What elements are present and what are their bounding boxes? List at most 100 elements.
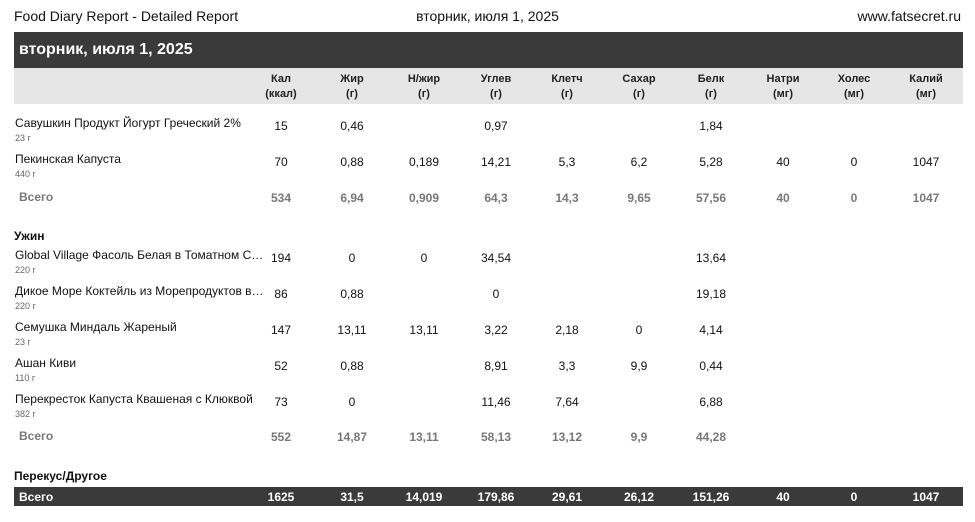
- food-amount: 220 г: [15, 301, 36, 311]
- date-band: вторник, июля 1, 2025: [14, 32, 963, 68]
- food-amount: 23 г: [15, 337, 31, 347]
- food-name[interactable]: Global Village Фасоль Белая в Томатном С…: [15, 248, 265, 262]
- nutrient-value: 44,28: [695, 430, 727, 444]
- food-name[interactable]: Дикое Море Коктейль из Морепродуктов в М…: [15, 284, 265, 298]
- column-name: Углев: [480, 73, 512, 85]
- nutrient-value: 9,65: [627, 191, 651, 205]
- nutrient-value: 147: [270, 323, 292, 337]
- food-name[interactable]: Ашан Киви: [15, 356, 77, 370]
- column-unit: (г): [705, 88, 717, 100]
- nutrient-value: 13,12: [551, 430, 583, 444]
- nutrient-value: 9,9: [630, 359, 648, 373]
- nutrient-value: 1,84: [699, 119, 723, 133]
- nutrient-value: 8,91: [484, 359, 508, 373]
- nutrient-value: 13,11: [337, 323, 367, 337]
- column-header-row: Кал (ккал) Жир (г) Н/жир (г) Углев (г) Клетч (г) С…: [14, 68, 963, 104]
- nutrient-value: 534: [270, 191, 292, 205]
- nutrient-value: 13,11: [409, 430, 439, 444]
- column-name: Белк: [697, 73, 725, 85]
- food-name[interactable]: Пекинская Капуста: [15, 152, 121, 166]
- grand-total-value: 179,86: [477, 490, 515, 504]
- column-unit: (г): [633, 88, 645, 100]
- nutrient-value: 0,88: [340, 155, 364, 169]
- food-item-row[interactable]: Global Village Фасоль Белая в Томатном С…: [14, 242, 963, 278]
- nutrient-value: 6,94: [340, 191, 364, 205]
- column-unit: (мг): [915, 88, 937, 100]
- nutrient-value: 58,13: [480, 430, 512, 444]
- nutrient-value: 73: [274, 395, 288, 409]
- column-name: Жир: [340, 73, 364, 85]
- column-name: Клетч: [551, 73, 583, 85]
- total-label: Всего: [19, 190, 54, 204]
- column-header: Белк (г): [676, 72, 746, 102]
- food-item-row[interactable]: Ашан Киви 110 г 52 0,88 8,91 3,3 9,9 0,44: [14, 350, 963, 386]
- nutrient-value: 13,64: [695, 251, 727, 265]
- column-unit: (мг): [843, 88, 865, 100]
- section-title-snack: Перекус/Другое: [14, 469, 107, 483]
- report-title: Food Diary Report - Detailed Report: [14, 8, 239, 24]
- nutrient-value: 14,87: [336, 430, 368, 444]
- nutrient-value: 0,44: [699, 359, 723, 373]
- column-header: Натри (мг): [748, 72, 818, 102]
- grand-total-value: 1047: [912, 490, 940, 504]
- column-header: Жир (г): [317, 72, 387, 102]
- nutrient-value: 5,3: [558, 155, 576, 169]
- nutrient-value: 52: [274, 359, 288, 373]
- nutrient-value: 0,88: [340, 359, 364, 373]
- column-header: Сахар (г): [604, 72, 674, 102]
- nutrient-value: 15: [274, 119, 288, 133]
- food-item-row[interactable]: Семушка Миндаль Жареный 23 г 147 13,11 13,11…: [14, 314, 963, 350]
- nutrient-value: 2,18: [555, 323, 579, 337]
- column-name: Холес: [837, 73, 871, 85]
- food-item-row[interactable]: Пекинская Капуста 440 г 70 0,88 0,189 14,21 5,…: [14, 146, 963, 182]
- column-name: Кал: [271, 73, 291, 85]
- nutrient-value: 3,3: [558, 359, 576, 373]
- food-name[interactable]: Савушкин Продукт Йогурт Греческий 2%: [15, 116, 241, 130]
- food-amount: 110 г: [15, 373, 36, 383]
- report-header: Food Diary Report - Detailed Report втор…: [14, 8, 961, 28]
- report-date: вторник, июля 1, 2025: [416, 8, 559, 24]
- column-name: Натри: [766, 73, 800, 85]
- nutrient-value: 0,88: [340, 287, 364, 301]
- nutrient-value: 0: [635, 323, 643, 337]
- nutrient-value: 64,3: [484, 191, 508, 205]
- food-item-row[interactable]: Перекресток Капуста Квашеная с Клюквой 38…: [14, 386, 963, 422]
- grand-total-row: Всего 1625 31,5 14,019 179,86 29,61 26,12 151,…: [14, 487, 963, 506]
- nutrient-value: 0,46: [340, 119, 364, 133]
- food-amount: 440 г: [15, 169, 36, 179]
- nutrient-value: 40: [776, 155, 790, 169]
- nutrient-value: 70: [274, 155, 288, 169]
- nutrient-value: 0,97: [484, 119, 508, 133]
- nutrient-value: 3,22: [484, 323, 508, 337]
- column-header: Холес (мг): [819, 72, 889, 102]
- food-name[interactable]: Семушка Миндаль Жареный: [15, 320, 177, 334]
- nutrient-value: 40: [776, 191, 790, 205]
- food-item-row[interactable]: Савушкин Продукт Йогурт Греческий 2% 23 г…: [14, 110, 963, 146]
- nutrient-value: 9,9: [630, 430, 648, 444]
- grand-total-value: 14,019: [405, 490, 443, 504]
- food-name[interactable]: Перекресток Капуста Квашеная с Клюквой: [15, 392, 253, 406]
- column-header: Углев (г): [461, 72, 531, 102]
- nutrient-value: 552: [270, 430, 292, 444]
- nutrient-value: 0: [850, 155, 858, 169]
- nutrient-value: 0: [348, 251, 356, 265]
- column-unit: (г): [418, 88, 430, 100]
- section-title-dinner: Ужин: [14, 229, 45, 243]
- nutrient-value: 0,189: [408, 155, 440, 169]
- column-unit: (мг): [772, 88, 794, 100]
- nutrient-value: 0,909: [408, 191, 440, 205]
- nutrient-value: 7,64: [555, 395, 579, 409]
- column-header: Н/жир (г): [389, 72, 459, 102]
- column-unit: (г): [490, 88, 502, 100]
- nutrient-value: 0: [420, 251, 428, 265]
- nutrient-value: 6,2: [630, 155, 648, 169]
- column-unit: (г): [346, 88, 358, 100]
- grand-total-value: 26,12: [623, 490, 655, 504]
- nutrient-value: 57,56: [695, 191, 727, 205]
- food-amount: 220 г: [15, 265, 36, 275]
- column-unit: (ккал): [265, 88, 297, 100]
- food-item-row[interactable]: Дикое Море Коктейль из Морепродуктов в М…: [14, 278, 963, 314]
- column-name: Н/жир: [407, 73, 441, 85]
- nutrient-value: 0: [348, 395, 356, 409]
- nutrient-value: 6,88: [699, 395, 723, 409]
